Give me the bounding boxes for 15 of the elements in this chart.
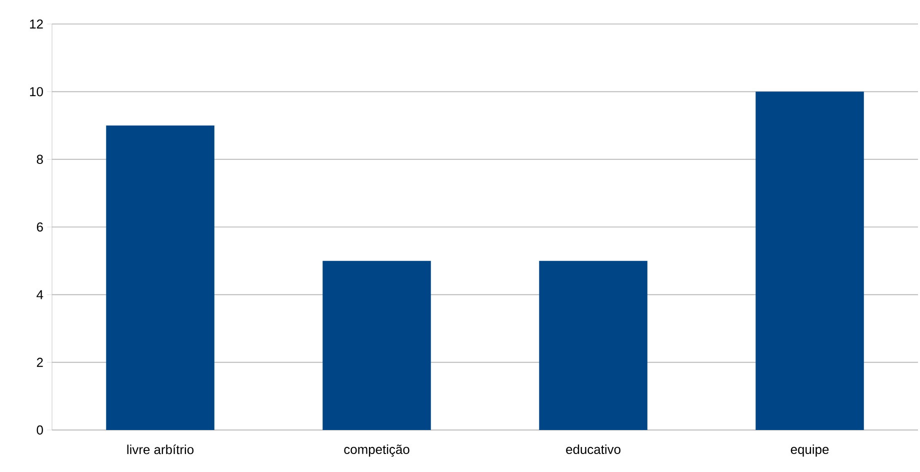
bar [322, 260, 431, 430]
y-tick-label: 2 [36, 358, 43, 367]
x-tick-label: competição [344, 444, 410, 457]
bar [756, 92, 864, 430]
bar [106, 125, 214, 430]
x-tick-label: equipe [790, 444, 829, 457]
y-tick-label: 10 [30, 87, 43, 96]
y-tick-label: 4 [36, 290, 44, 300]
y-tick-label: 8 [36, 154, 43, 164]
bar [539, 260, 648, 430]
y-tick-label: 6 [36, 222, 43, 232]
y-tick-label: 0 [36, 425, 43, 435]
x-tick-label: livre arbítrio [127, 444, 194, 454]
x-tick-label: educativo [566, 444, 620, 454]
y-tick-label: 12 [30, 19, 43, 29]
